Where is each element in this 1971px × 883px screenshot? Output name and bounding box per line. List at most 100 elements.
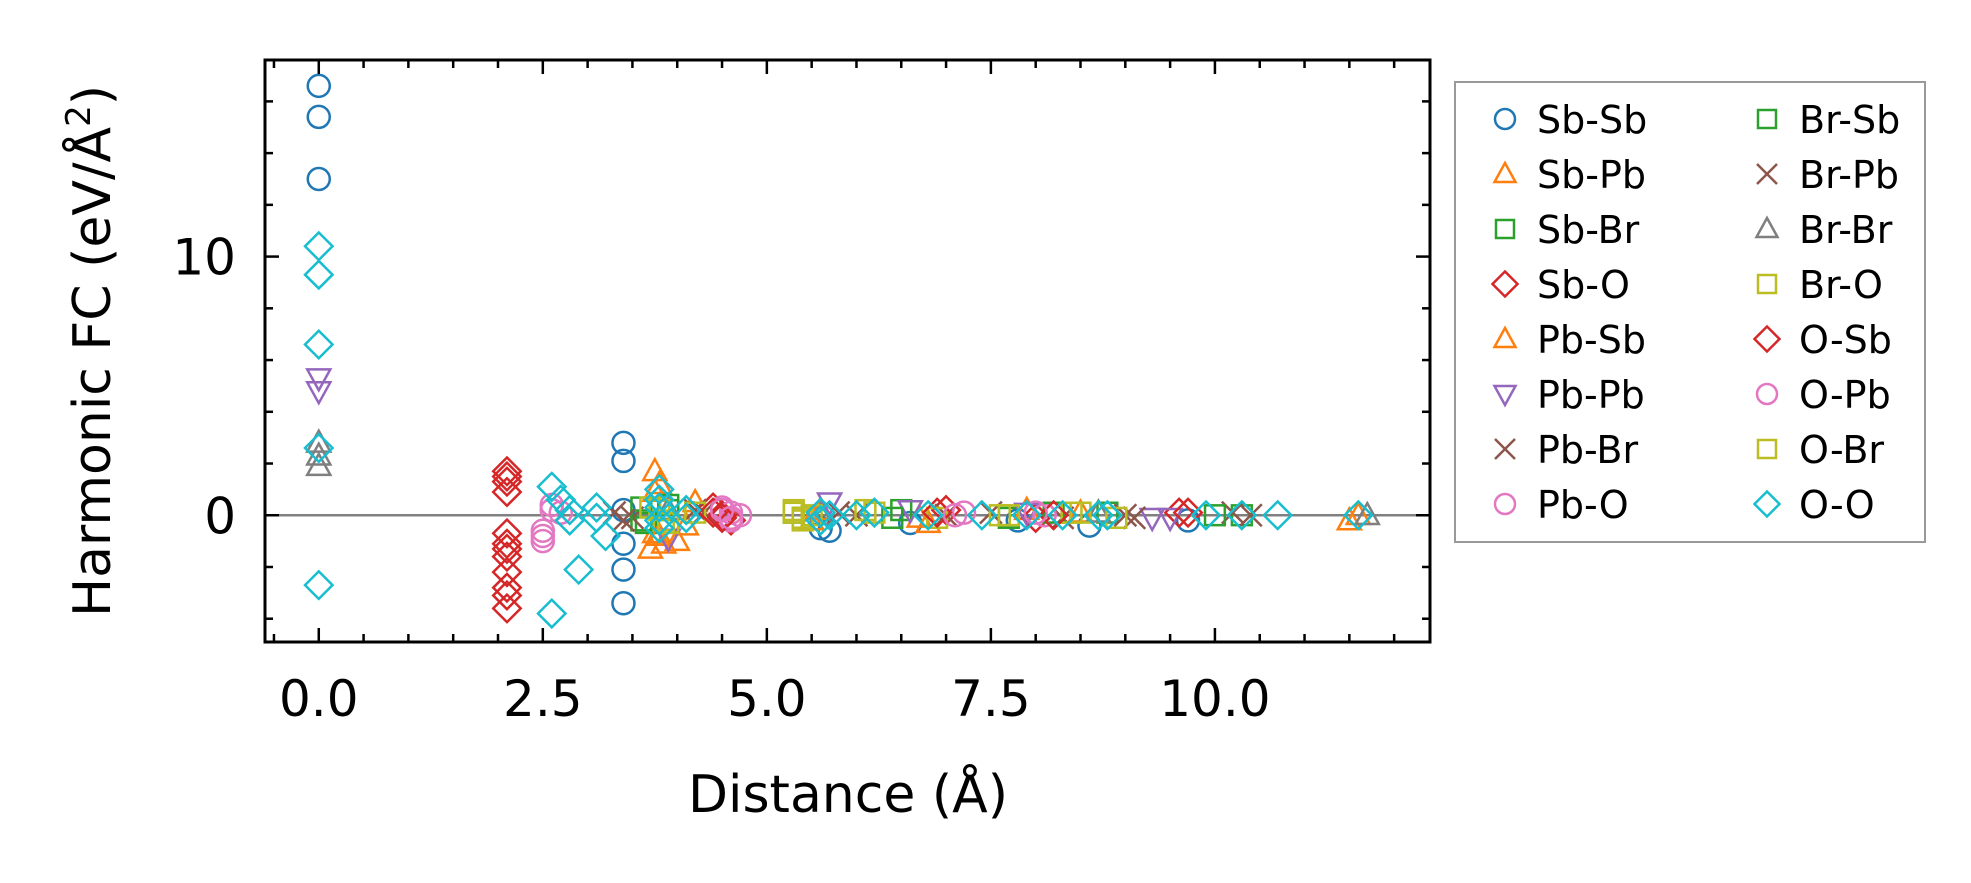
data-point [491, 455, 523, 487]
data-point [997, 504, 1020, 527]
legend-marker [1492, 160, 1518, 184]
axis-ticks [265, 60, 1430, 642]
data-point [1203, 504, 1227, 527]
data-point [590, 520, 622, 552]
legend-label: Pb-Sb [1537, 318, 1646, 362]
y-tick-label: 10 [172, 229, 236, 287]
legend-item: Br-O [1756, 263, 1883, 307]
series-sb-o [491, 455, 1195, 624]
data-point [1069, 501, 1092, 524]
plot-frame [263, 58, 1432, 644]
data-point [491, 476, 523, 508]
data-point [1335, 505, 1364, 531]
y-axis-label-superscript: 2 [59, 105, 99, 127]
data-point [303, 259, 335, 291]
legend-label: Sb-O [1537, 263, 1630, 307]
legend-label: Sb-Pb [1537, 153, 1646, 197]
data-point [491, 533, 523, 565]
x-axis-label: Distance (Å) [688, 763, 1008, 825]
legend-label: Br-Pb [1799, 153, 1899, 197]
y-axis-label-close: ) [63, 85, 123, 105]
data-point [530, 523, 556, 549]
legend-item: Br-Pb [1756, 153, 1899, 197]
data-point [536, 471, 568, 503]
data-point [611, 448, 636, 474]
data-point [672, 510, 700, 536]
data-point [581, 491, 613, 524]
data-point [563, 554, 595, 586]
scatter-marks [303, 73, 1381, 630]
data-point [643, 504, 675, 536]
legend-item: Pb-Br [1494, 428, 1638, 472]
legend-item: O-O [1752, 483, 1875, 527]
data-point [643, 512, 675, 544]
legend-label: Sb-Sb [1537, 98, 1647, 142]
legend-item: O-Pb [1755, 373, 1891, 417]
legend-marker [1754, 215, 1780, 239]
data-point [643, 473, 675, 505]
legend-item: Sb-Sb [1493, 98, 1647, 142]
legend-item: Sb-O [1490, 263, 1630, 307]
legend-item: O-Sb [1752, 318, 1892, 362]
x-tick-label: 2.5 [503, 670, 583, 728]
data-point [491, 592, 523, 624]
data-point [305, 368, 333, 393]
data-point [912, 499, 944, 531]
data-point [718, 505, 744, 531]
x-tick-label: 5.0 [727, 670, 807, 728]
legend-marker [1492, 384, 1518, 408]
data-point [491, 572, 523, 604]
legend-label: Sb-Br [1537, 208, 1640, 252]
data-point [670, 502, 702, 534]
legend-marker [1756, 438, 1778, 460]
data-point [706, 502, 738, 534]
data-point [491, 460, 523, 492]
data-point [306, 166, 332, 192]
data-point [697, 497, 729, 529]
data-point [1172, 497, 1204, 529]
data-point [1105, 506, 1128, 529]
legend-marker [1490, 269, 1520, 299]
data-point [611, 531, 636, 556]
legend-label: O-Br [1799, 428, 1884, 472]
legend-label: Pb-O [1537, 483, 1629, 527]
legend-label: Br-Br [1799, 208, 1893, 252]
tick-labels: 0.0 2.5 5.0 7.5 10.0 0 10 [172, 229, 1270, 728]
data-point [611, 590, 636, 616]
data-point [815, 492, 844, 518]
legend-marker [1756, 273, 1778, 295]
data-point [942, 503, 968, 528]
legend-label: Pb-Pb [1537, 373, 1645, 417]
data-point [303, 569, 335, 601]
data-point [303, 432, 335, 464]
legend-marker [1493, 107, 1517, 131]
data-point [1342, 499, 1374, 531]
data-point [1082, 499, 1114, 531]
data-point [306, 104, 332, 130]
y-tick-label: 0 [204, 487, 236, 545]
data-point [1023, 500, 1048, 525]
data-point [643, 491, 675, 524]
data-point [1353, 500, 1381, 526]
data-point [727, 503, 753, 528]
data-point [663, 526, 691, 552]
data-point [303, 230, 335, 262]
data-point [805, 497, 837, 529]
data-point [1091, 499, 1123, 531]
data-point [814, 499, 846, 531]
legend-marker [1752, 324, 1782, 354]
data-point [914, 508, 942, 534]
series-sb-sb [306, 73, 1201, 616]
legend-item: Br-Br [1754, 208, 1893, 252]
legend-item: O-Br [1756, 428, 1884, 472]
legend-marker [1756, 108, 1778, 130]
data-point [840, 499, 872, 531]
legend-item: Pb-O [1493, 483, 1629, 527]
series-pb-sb [641, 477, 1372, 546]
legend-item: Br-Sb [1756, 98, 1900, 142]
data-point [966, 499, 998, 531]
data-point [805, 504, 837, 536]
data-point [858, 497, 890, 529]
data-point [1226, 499, 1258, 531]
